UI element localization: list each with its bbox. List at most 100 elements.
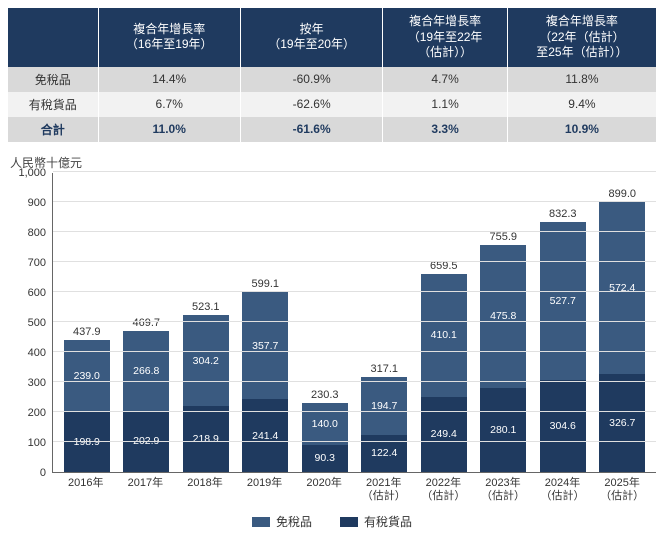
x-tick-label: 2019年 <box>242 477 288 503</box>
bar-total-label: 469.7 <box>132 317 160 329</box>
segment-value-label: 304.6 <box>550 420 576 432</box>
bar-total-label: 832.3 <box>549 208 577 220</box>
bar-segment-bottom: 218.9 <box>183 406 229 472</box>
segment-value-label: 218.9 <box>193 433 219 445</box>
bar-segment-top: 527.7 <box>540 222 586 380</box>
bar-total-label: 230.3 <box>311 389 339 401</box>
bar-segment-top: 304.2 <box>183 315 229 406</box>
cell: 11.0% <box>98 117 240 142</box>
bar-segment-bottom: 198.9 <box>64 412 110 472</box>
cell: -61.6% <box>240 117 382 142</box>
y-tick: 400 <box>2 347 46 359</box>
bar-segment-bottom: 280.1 <box>480 388 526 472</box>
bar-segment-bottom: 249.4 <box>421 397 467 472</box>
bar-stack: 475.8280.1 <box>480 245 526 472</box>
segment-value-label: 304.2 <box>193 355 219 367</box>
x-tick-label: 2023年 （估計） <box>480 477 526 503</box>
legend-swatch <box>340 517 358 527</box>
cell: 3.3% <box>383 117 508 142</box>
bar-column: 599.1357.7241.4 <box>242 278 288 472</box>
gridline <box>53 441 656 442</box>
y-tick: 300 <box>2 377 46 389</box>
segment-value-label: 90.3 <box>315 452 335 464</box>
cell: 9.4% <box>507 92 656 117</box>
segment-value-label: 280.1 <box>490 424 516 436</box>
bar-column: 317.1 194.7122.4 <box>361 363 407 472</box>
bar-total-label: 317.1 <box>370 363 398 375</box>
y-tick: 500 <box>2 317 46 329</box>
bar-stack: 304.2 218.9 <box>183 315 229 472</box>
bar-segment-top: 572.4 <box>599 202 645 374</box>
bar-segment-bottom: 326.7 <box>599 374 645 472</box>
segment-value-label: 198.9 <box>74 436 100 448</box>
col-header-3: 複合年增長率 （19年至22年 （估計）） <box>383 8 508 67</box>
bar-stack: 410.1 249.4 <box>421 274 467 472</box>
gridline <box>53 291 656 292</box>
plot-area: 437.9 239.0198.9 469.7 266.8202.9 523.1 304.2… <box>52 173 656 473</box>
gridline <box>53 411 656 412</box>
bar-segment-top: 410.1 <box>421 274 467 397</box>
bar-column: 832.3 527.7 304.6 <box>540 208 586 472</box>
gridline <box>53 351 656 352</box>
col-header-0 <box>8 8 98 67</box>
growth-rate-table: 複合年增長率 （16年至19年）按年 （19年至20年）複合年增長率 （19年至… <box>8 8 656 142</box>
segment-value-label: 140.0 <box>312 418 338 430</box>
col-header-4: 複合年增長率 （22年（估計） 至25年（估計）） <box>507 8 656 67</box>
y-tick: 600 <box>2 287 46 299</box>
gridline <box>53 261 656 262</box>
cell: 14.4% <box>98 67 240 92</box>
chart-legend: 免稅品 有稅貨品 <box>8 513 656 530</box>
x-tick-label: 2021年 （估計） <box>361 477 407 503</box>
gridline <box>53 171 656 172</box>
bar-stack: 266.8202.9 <box>123 331 169 472</box>
bar-stack: 194.7122.4 <box>361 377 407 472</box>
y-tick: 700 <box>2 257 46 269</box>
legend-item: 免稅品 <box>252 513 312 530</box>
x-tick-label: 2017年 <box>122 477 168 503</box>
row-label: 合計 <box>8 117 98 142</box>
y-axis: 01002003004005006007008009001,000 <box>8 173 52 473</box>
gridline <box>53 231 656 232</box>
bar-total-label: 899.0 <box>608 188 636 200</box>
bar-stack: 527.7 304.6 <box>540 222 586 472</box>
col-header-2: 按年 （19年至20年） <box>240 8 382 67</box>
segment-value-label: 410.1 <box>431 329 457 341</box>
bar-column: 469.7 266.8202.9 <box>123 317 169 472</box>
x-tick-label: 2022年 （估計） <box>420 477 466 503</box>
bar-segment-top: 357.7 <box>242 292 288 399</box>
table-row: 有稅貨品6.7%-62.6%1.1%9.4% <box>8 92 656 117</box>
bar-segment-bottom: 304.6 <box>540 380 586 471</box>
bar-segment-top: 194.7 <box>361 377 407 435</box>
y-tick: 800 <box>2 227 46 239</box>
y-tick: 900 <box>2 197 46 209</box>
bar-column: 230.3 140.0 90.3 <box>302 389 348 472</box>
bars-container: 437.9 239.0198.9 469.7 266.8202.9 523.1 304.2… <box>53 173 656 472</box>
bar-stack: 572.4326.7 <box>599 202 645 472</box>
col-header-1: 複合年增長率 （16年至19年） <box>98 8 240 67</box>
bar-total-label: 437.9 <box>73 326 101 338</box>
cell: 4.7% <box>383 67 508 92</box>
bar-column: 437.9 239.0198.9 <box>64 326 110 471</box>
legend-swatch <box>252 517 270 527</box>
segment-value-label: 266.8 <box>133 365 159 377</box>
bar-stack: 239.0198.9 <box>64 340 110 471</box>
bar-stack: 357.7241.4 <box>242 292 288 472</box>
gridline <box>53 381 656 382</box>
bar-total-label: 523.1 <box>192 301 220 313</box>
segment-value-label: 527.7 <box>550 295 576 307</box>
x-tick-label: 2018年 <box>182 477 228 503</box>
x-tick-label: 2020年 <box>301 477 347 503</box>
bar-segment-top: 266.8 <box>123 331 169 411</box>
legend-label: 有稅貨品 <box>364 513 412 530</box>
cell: 10.9% <box>507 117 656 142</box>
y-tick: 100 <box>2 437 46 449</box>
y-tick: 0 <box>2 467 46 479</box>
bar-column: 523.1 304.2 218.9 <box>183 301 229 472</box>
row-label: 免稅品 <box>8 67 98 92</box>
cell: -60.9% <box>240 67 382 92</box>
gridline <box>53 321 656 322</box>
cell: 11.8% <box>507 67 656 92</box>
table-row: 合計11.0%-61.6%3.3%10.9% <box>8 117 656 142</box>
x-tick-label: 2024年 （估計） <box>540 477 586 503</box>
table-header-row: 複合年增長率 （16年至19年）按年 （19年至20年）複合年增長率 （19年至… <box>8 8 656 67</box>
